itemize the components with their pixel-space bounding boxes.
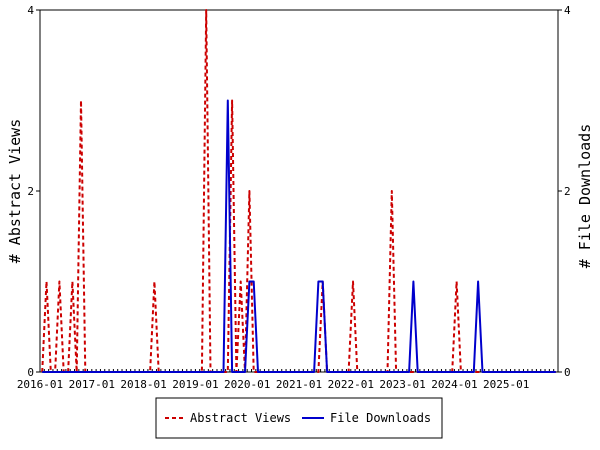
y-right-tick-label: 0 [564, 366, 571, 379]
x-tick-label: 2019-01 [172, 378, 218, 391]
x-tick-label: 2020-01 [224, 378, 270, 391]
plot-area [39, 9, 559, 373]
y-right-tick-label: 4 [564, 4, 571, 17]
x-tick-label: 2018-01 [120, 378, 166, 391]
x-tick-label: 2025-01 [483, 378, 529, 391]
x-tick-label: 2022-01 [328, 378, 374, 391]
legend-label-abstract-views: Abstract Views [190, 411, 291, 425]
legend-box [155, 397, 443, 439]
y-left-tick-label: 0 [27, 366, 34, 379]
y-left-tick-label: 2 [27, 185, 34, 198]
x-tick-label: 2016-01 [17, 378, 63, 391]
x-tick-label: 2023-01 [379, 378, 425, 391]
legend: Abstract Views File Downloads [155, 397, 443, 439]
x-tick-label: 2017-01 [69, 378, 115, 391]
x-tick-label: 2021-01 [276, 378, 322, 391]
legend-label-file-downloads: File Downloads [330, 411, 431, 425]
y-right-tick-label: 2 [564, 185, 571, 198]
y-left-axis-label: # Abstract Views [6, 119, 24, 264]
x-tick-label: 2024-01 [431, 378, 477, 391]
y-right-axis-label: # File Downloads [576, 124, 594, 269]
y-left-tick-label: 4 [27, 4, 34, 17]
series-line-file-downloads [42, 99, 556, 373]
